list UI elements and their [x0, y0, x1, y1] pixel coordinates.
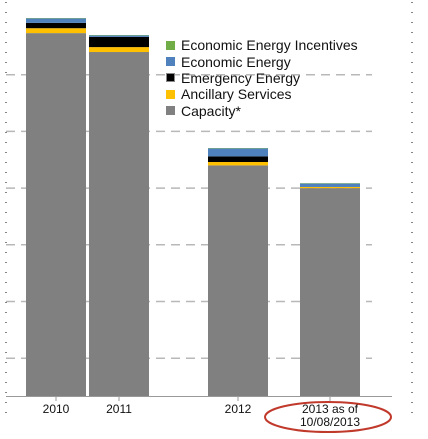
legend-label: Economic Energy — [181, 53, 291, 70]
legend: Economic Energy Incentives Economic Energ… — [166, 37, 358, 119]
bar-0-ancillary-services — [26, 28, 86, 34]
legend-swatch — [166, 73, 175, 83]
legend-label: Emergency Energy — [181, 69, 301, 86]
legend-item: Economic Energy — [166, 53, 358, 70]
legend-swatch — [166, 106, 175, 116]
bar-0-emergency-energy — [26, 22, 86, 29]
x-tick-label: 2011 — [69, 403, 169, 416]
legend-label: Ancillary Services — [181, 86, 292, 103]
bar-1-emergency-energy — [89, 36, 149, 48]
bar-1-economic-energy — [89, 35, 149, 37]
x-tick-label: 2013 as of 10/08/2013 — [280, 403, 380, 429]
bar-2-emergency-energy — [208, 156, 268, 163]
legend-swatch — [166, 40, 175, 50]
legend-label: Capacity* — [181, 102, 241, 119]
legend-swatch — [166, 89, 175, 99]
highlight-ellipse — [264, 401, 392, 433]
bar-3-ancillary-services — [300, 186, 360, 189]
bar-1-ancillary-services — [89, 47, 149, 53]
x-tick-label: 2010 — [6, 403, 106, 416]
bar-1-capacity- — [89, 52, 149, 397]
legend-item: Emergency Energy — [166, 70, 358, 86]
x-tick-label-line: 2012 — [224, 402, 252, 416]
bar-2-ancillary-services — [208, 162, 268, 166]
x-tick-label-line: 2013 as of — [301, 402, 359, 416]
x-tick-label-line: 2011 — [106, 402, 132, 416]
legend-item: Ancillary Services — [166, 86, 358, 102]
bar-3-capacity- — [300, 188, 360, 396]
legend-label: Economic Energy Incentives — [181, 37, 358, 54]
legend-swatch — [166, 57, 175, 67]
bar-2-economic-energy — [208, 148, 268, 157]
bar-0-economic-energy — [26, 18, 86, 23]
x-tick-label: 2012 — [188, 403, 288, 416]
legend-item: Economic Energy Incentives — [166, 37, 358, 53]
bars — [26, 18, 360, 397]
x-tick-label-line: 2010 — [42, 402, 70, 416]
bar-0-capacity- — [26, 33, 86, 397]
x-tick-label-line: 10/08/2013 — [299, 415, 361, 429]
bar-3-economic-energy — [300, 183, 360, 187]
legend-item: Capacity* — [166, 103, 358, 119]
bar-2-capacity- — [208, 165, 268, 396]
axis-decor — [5, 2, 413, 433]
